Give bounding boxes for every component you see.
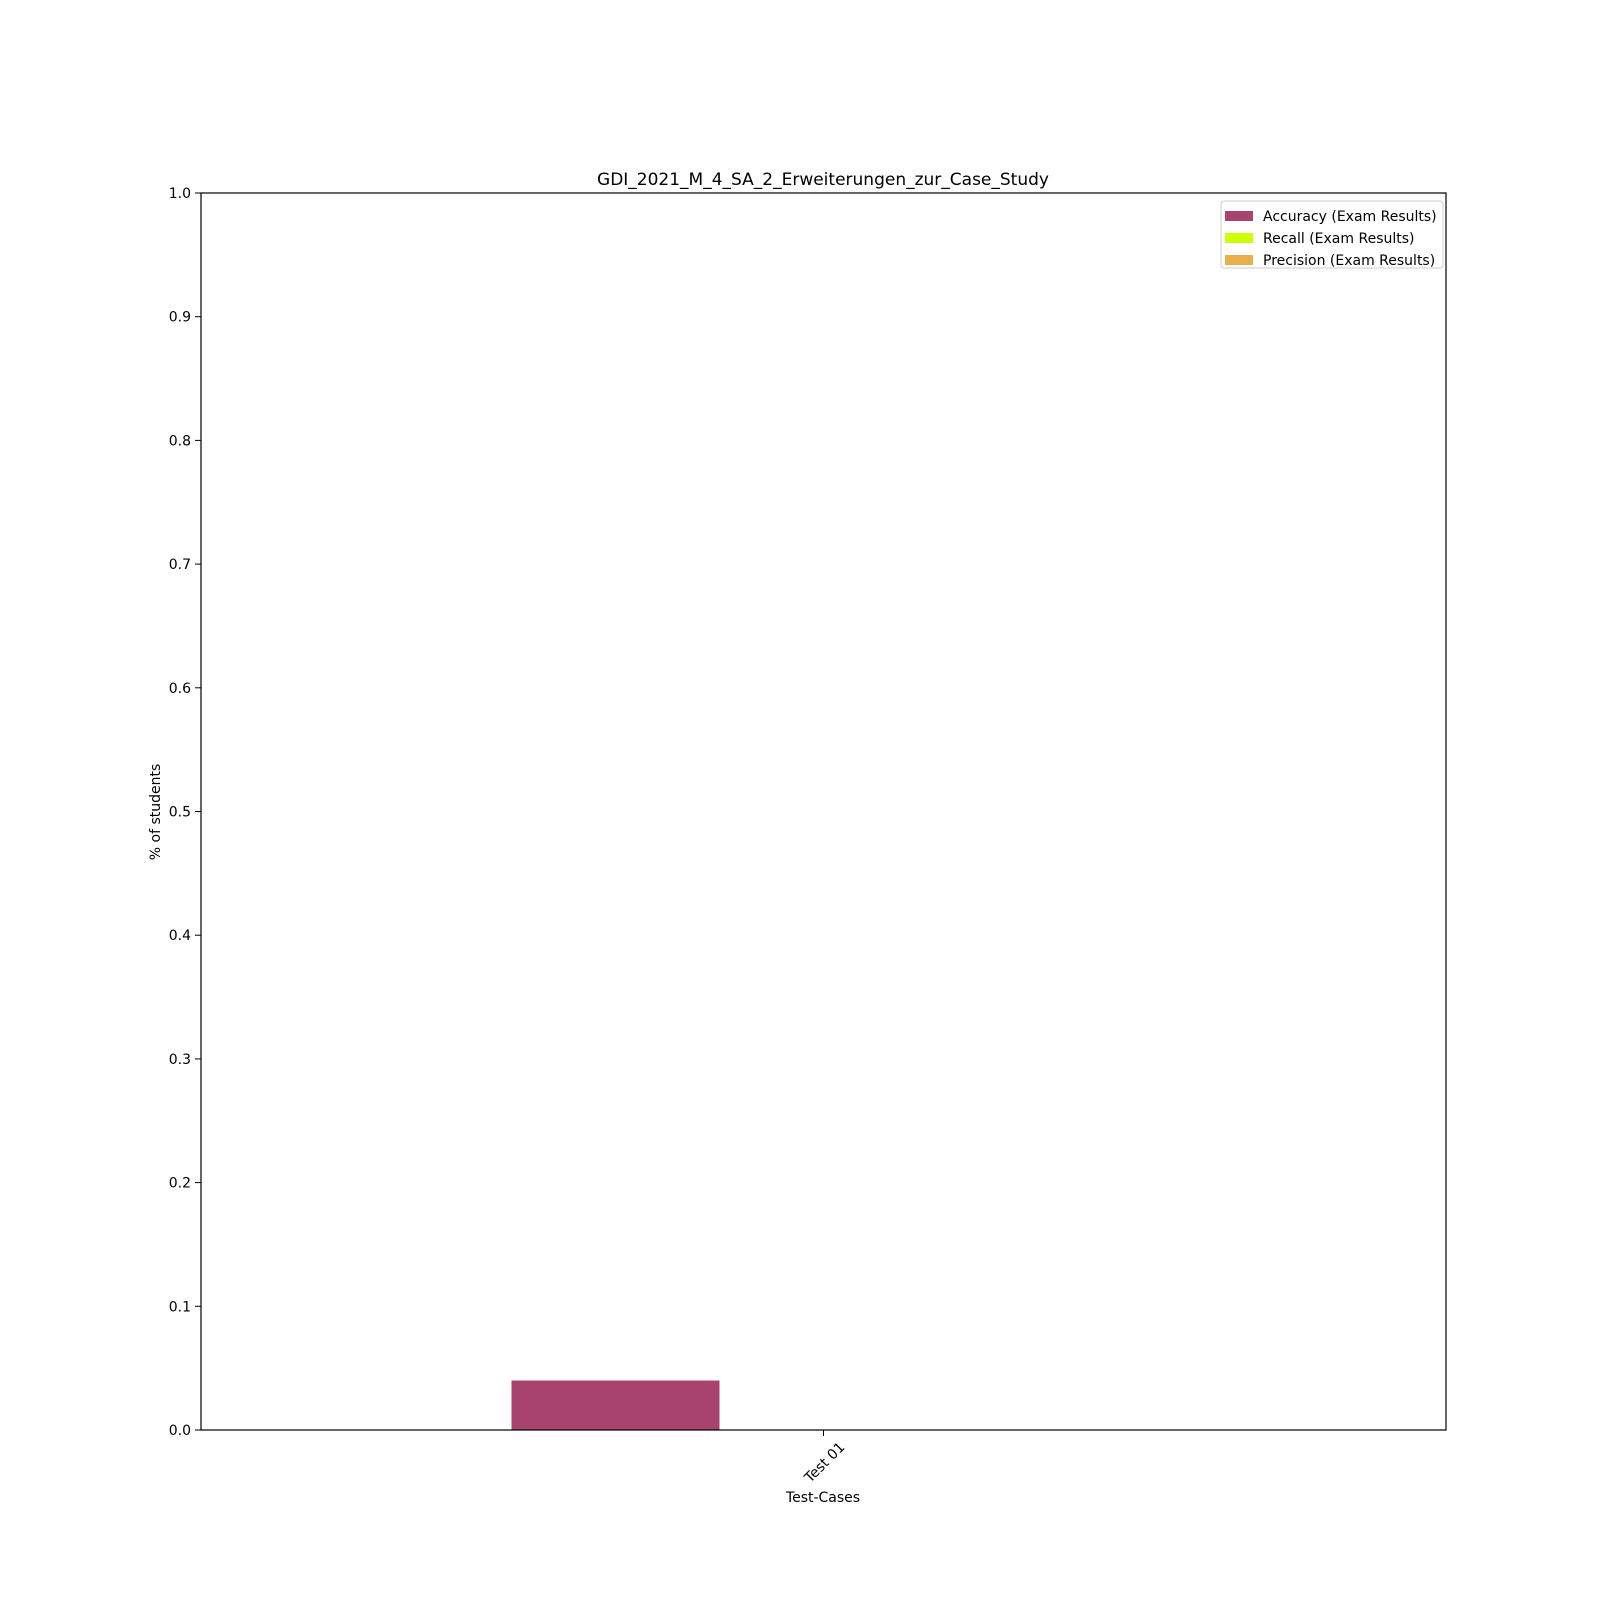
y-tick-label: 0.5 [169, 805, 191, 821]
bar-accuracy [511, 1380, 720, 1430]
y-axis: 0.0 0.1 0.2 0.3 0.4 0.5 0.6 0.7 0.8 0.9 1.0 [169, 186, 201, 1439]
legend-label: Recall (Exam Results) [1263, 231, 1415, 247]
y-tick-label: 0.4 [169, 928, 191, 944]
y-tick-label: 0.9 [169, 310, 191, 326]
legend-swatch [1225, 255, 1253, 265]
y-axis-label: % of students [148, 764, 164, 861]
y-tick-label: 0.3 [169, 1052, 191, 1068]
plot-frame [200, 192, 1447, 1431]
y-tick-label: 1.0 [169, 186, 191, 202]
x-axis: Test 01 [801, 1430, 848, 1487]
y-tick-label: 0.1 [169, 1299, 191, 1315]
y-tick-label: 0.6 [169, 681, 191, 697]
x-tick-label: Test 01 [801, 1440, 848, 1487]
chart-title: GDI_2021_M_4_SA_2_Erweiterungen_zur_Case… [597, 170, 1049, 190]
bars [511, 1380, 720, 1430]
legend-box [1220, 200, 1444, 269]
y-tick-label: 0.2 [169, 1176, 191, 1192]
legend: Accuracy (Exam Results) Recall (Exam Resu… [1220, 200, 1444, 269]
y-tick-label: 0.8 [169, 433, 191, 449]
legend-label: Precision (Exam Results) [1263, 253, 1435, 269]
legend-swatch [1225, 211, 1253, 221]
legend-label: Accuracy (Exam Results) [1263, 209, 1437, 225]
x-axis-label: Test-Cases [785, 1490, 860, 1506]
y-tick-label: 0.0 [169, 1423, 191, 1439]
legend-swatch [1225, 233, 1253, 243]
y-tick-label: 0.7 [169, 557, 191, 573]
